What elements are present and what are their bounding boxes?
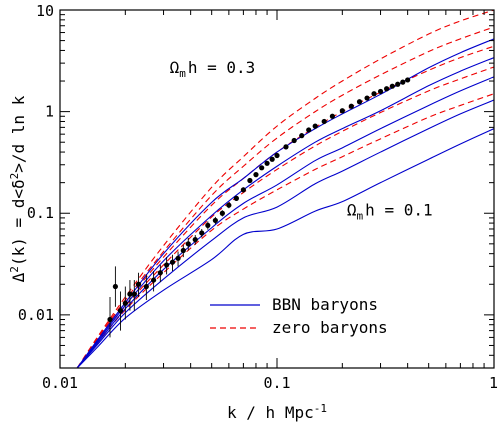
- y-axis-title-end: >/d ln k: [9, 95, 28, 172]
- annotation-top-sub: m: [179, 67, 186, 80]
- data-point: [283, 144, 289, 150]
- y-axis-title-mid: (k) = d<δ: [9, 179, 28, 266]
- data-point: [400, 79, 406, 85]
- data-point: [259, 165, 265, 171]
- y-tick-label: 0.1: [27, 204, 54, 222]
- x-axis-title-sup: -1: [314, 402, 327, 415]
- data-point: [122, 300, 128, 306]
- data-point: [135, 281, 142, 287]
- annotation-bottom-sub: m: [357, 210, 364, 223]
- legend-zero-label: zero baryons: [272, 318, 388, 337]
- y-tick-label: 10: [36, 2, 54, 20]
- data-point: [192, 237, 198, 243]
- data-point: [175, 255, 181, 261]
- data-point: [377, 88, 384, 95]
- y-axis-title: Δ2(k) = d<δ2>/d ln k: [8, 95, 28, 282]
- data-point: [117, 308, 124, 314]
- data-point: [274, 152, 280, 159]
- data-point: [306, 127, 312, 133]
- y-axis-title-sup1: 2: [8, 266, 21, 273]
- data-point: [205, 222, 211, 228]
- annotation-top: Ωm h = 0.3: [170, 58, 256, 80]
- y-tick-label: 1: [45, 103, 54, 121]
- data-point: [371, 91, 377, 97]
- data-point: [384, 86, 390, 92]
- y-axis-title-delta: Δ: [9, 272, 28, 282]
- data-point: [233, 195, 240, 201]
- data-point: [151, 277, 157, 283]
- y-tick-label: 0.01: [18, 306, 54, 324]
- zero-baryon-curve-2: [76, 26, 494, 368]
- x-tick-label: 0.1: [263, 374, 290, 392]
- data-point: [291, 137, 297, 144]
- data-point: [312, 123, 318, 129]
- y-axis-title-sup2: 2: [8, 173, 21, 180]
- annotation-bottom-value: h = 0.1: [365, 201, 432, 220]
- data-point: [405, 77, 411, 83]
- data-point: [226, 202, 232, 208]
- x-tick-label: 0.01: [42, 374, 78, 392]
- data-point: [321, 118, 327, 125]
- data-point: [212, 217, 218, 224]
- zero-baryon-curve-1: [76, 10, 494, 368]
- data-point: [185, 241, 191, 247]
- axis-ticks: 0.01 0.1 1 0.01 0.1 1 10: [18, 2, 498, 392]
- data-point: [348, 103, 354, 109]
- annotation-top-omega: Ω: [170, 58, 180, 77]
- data-point: [264, 160, 270, 166]
- data-point: [164, 262, 170, 268]
- data-point: [356, 99, 363, 105]
- data-point: [247, 177, 253, 184]
- legend: BBN baryons zero baryons: [210, 295, 388, 337]
- observed-data: [107, 77, 411, 338]
- annotation-bottom-omega: Ω: [347, 201, 357, 220]
- data-point: [112, 283, 118, 290]
- data-point: [169, 259, 176, 265]
- x-tick-label: 1: [489, 374, 498, 392]
- data-point: [131, 291, 137, 297]
- model-curves: [76, 10, 494, 368]
- legend-bbn-label: BBN baryons: [272, 295, 378, 314]
- x-axis-title-text: k / h Mpc: [227, 403, 314, 422]
- zero-baryon-curve-4: [76, 66, 494, 368]
- data-point: [269, 156, 275, 162]
- data-point: [389, 83, 395, 89]
- data-point: [364, 95, 370, 101]
- data-point: [395, 81, 401, 87]
- data-point: [219, 210, 225, 216]
- data-point: [180, 247, 186, 254]
- annotation-bottom: Ωm h = 0.1: [347, 201, 433, 223]
- data-point: [199, 230, 205, 236]
- data-point: [299, 133, 305, 139]
- data-point: [127, 291, 133, 297]
- annotation-top-value: h = 0.3: [188, 58, 255, 77]
- data-point: [157, 270, 163, 276]
- data-point: [143, 283, 149, 290]
- data-point: [240, 187, 246, 193]
- data-point: [339, 108, 345, 114]
- data-point: [253, 172, 259, 178]
- data-point: [329, 113, 335, 119]
- x-axis-title: k / h Mpc-1: [227, 402, 327, 422]
- data-point: [107, 316, 113, 323]
